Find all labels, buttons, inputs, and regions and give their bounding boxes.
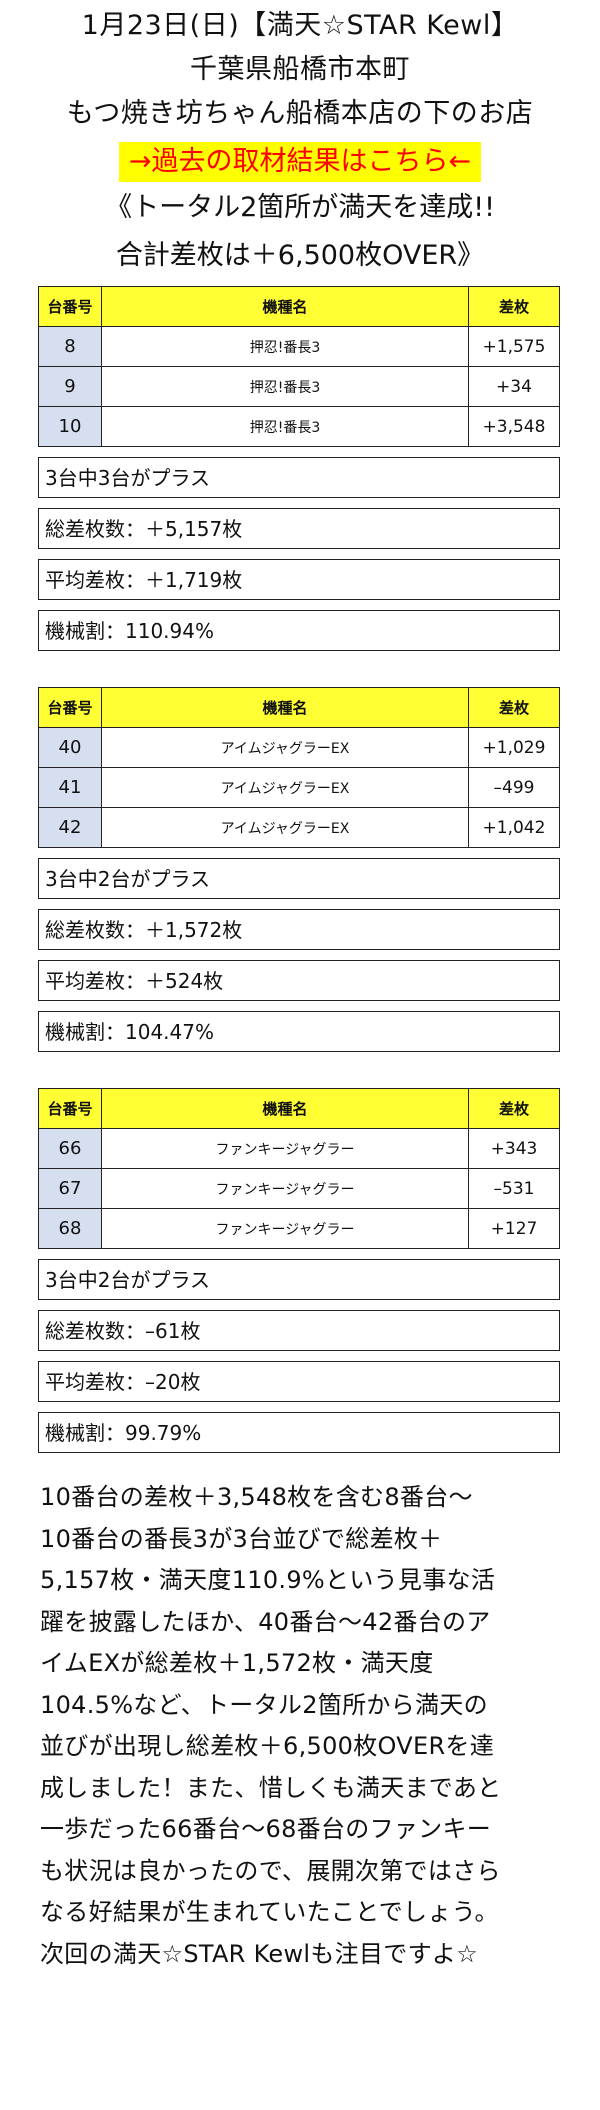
table-row: 40 アイムジャグラーEX +1,029	[38, 727, 560, 768]
plus-count: 3台中2台がプラス	[38, 858, 560, 899]
body-line: 5,157枚・満天度110.9%という見事な活	[40, 1566, 496, 1594]
average-difference: 平均差枚：＋524枚	[38, 960, 560, 1001]
result-table: 台番号 機種名 差枚 66 ファンキージャグラー +343 67 ファンキージャ…	[38, 1088, 560, 1249]
average-difference: 平均差枚：＋1,719枚	[38, 559, 560, 600]
column-header-diff: 差枚	[468, 1088, 560, 1129]
coin-difference: +343	[468, 1128, 560, 1169]
table-row: 10 押忍!番長3 +3,548	[38, 406, 560, 447]
machine-name: 押忍!番長3	[101, 326, 469, 367]
body-line: 躍を披露したほか、40番台〜42番台のア	[40, 1607, 491, 1636]
coin-difference: +1,029	[468, 727, 560, 768]
machine-number: 10	[38, 406, 102, 447]
article-body: 10番台の差枚＋3,548枚を含む8番台〜 10番台の番長3が3台並びで総差枚＋…	[40, 1477, 570, 1975]
past-results-link[interactable]: →過去の取材結果はこちら←	[118, 142, 482, 182]
coin-difference: –499	[468, 767, 560, 808]
body-line: なる好結果が生まれていたことでしょう。	[40, 1898, 499, 1926]
payout-rate: 機械割：99.79%	[38, 1412, 560, 1453]
total-difference: 総差枚数：–61枚	[38, 1310, 560, 1351]
body-line: 一歩だった66番台〜68番台のファンキー	[40, 1815, 492, 1843]
column-header-diff: 差枚	[468, 687, 560, 728]
coin-difference: +34	[468, 366, 560, 407]
machine-name: 押忍!番長3	[101, 406, 469, 447]
total-difference: 総差枚数：＋1,572枚	[38, 909, 560, 950]
table-header-row: 台番号 機種名 差枚	[38, 1088, 560, 1129]
column-header-num: 台番号	[38, 1088, 102, 1129]
payout-rate: 機械割：110.94%	[38, 610, 560, 651]
machine-name: アイムジャグラーEX	[101, 727, 469, 768]
column-header-name: 機種名	[101, 1088, 469, 1129]
result-group-3: 台番号 機種名 差枚 66 ファンキージャグラー +343 67 ファンキージャ…	[38, 1088, 560, 1453]
body-line: 成しました！また、惜しくも満天まであと	[40, 1773, 502, 1802]
body-line: 10番台の差枚＋3,548枚を含む8番台〜	[40, 1483, 473, 1511]
machine-number: 66	[38, 1128, 102, 1169]
location: 千葉県船橋市本町	[190, 54, 410, 85]
headline-line-2: 合計差枚は＋6,500枚OVER》	[115, 240, 485, 271]
result-table: 台番号 機種名 差枚 8 押忍!番長3 +1,575 9 押忍!番長3 +34 …	[38, 286, 560, 447]
table-row: 66 ファンキージャグラー +343	[38, 1128, 560, 1169]
table-row: 67 ファンキージャグラー –531	[38, 1168, 560, 1209]
machine-name: 押忍!番長3	[101, 366, 469, 407]
machine-name: ファンキージャグラー	[101, 1128, 469, 1169]
plus-count: 3台中2台がプラス	[38, 1259, 560, 1300]
machine-number: 9	[38, 366, 102, 407]
machine-name: ファンキージャグラー	[101, 1208, 469, 1249]
headline-line-1: 《トータル2箇所が満天を達成!!	[105, 192, 495, 223]
machine-number: 67	[38, 1168, 102, 1209]
result-group-1: 台番号 機種名 差枚 8 押忍!番長3 +1,575 9 押忍!番長3 +34 …	[38, 286, 560, 651]
summary-stats: 3台中2台がプラス 総差枚数：–61枚 平均差枚：–20枚 機械割：99.79%	[38, 1259, 560, 1453]
body-line: 104.5%など、トータル2箇所から満天の	[40, 1690, 488, 1719]
coin-difference: +3,548	[468, 406, 560, 447]
coin-difference: –531	[468, 1168, 560, 1209]
table-row: 41 アイムジャグラーEX –499	[38, 767, 560, 808]
machine-number: 8	[38, 326, 102, 367]
result-table: 台番号 機種名 差枚 40 アイムジャグラーEX +1,029 41 アイムジャ…	[38, 687, 560, 848]
machine-name: アイムジャグラーEX	[101, 807, 469, 848]
total-difference: 総差枚数：＋5,157枚	[38, 508, 560, 549]
summary-stats: 3台中2台がプラス 総差枚数：＋1,572枚 平均差枚：＋524枚 機械割：10…	[38, 858, 560, 1052]
date-store-title: 1月23日(日)【満天☆STAR Kewl】	[81, 10, 519, 41]
coin-difference: +127	[468, 1208, 560, 1249]
summary-stats: 3台中3台がプラス 総差枚数：＋5,157枚 平均差枚：＋1,719枚 機械割：…	[38, 457, 560, 651]
header: 1月23日(日)【満天☆STAR Kewl】 千葉県船橋市本町 もつ焼き坊ちゃん…	[0, 0, 600, 278]
machine-number: 42	[38, 807, 102, 848]
table-row: 42 アイムジャグラーEX +1,042	[38, 807, 560, 848]
table-row: 68 ファンキージャグラー +127	[38, 1208, 560, 1249]
column-header-num: 台番号	[38, 687, 102, 728]
machine-name: ファンキージャグラー	[101, 1168, 469, 1209]
machine-number: 68	[38, 1208, 102, 1249]
payout-rate: 機械割：104.47%	[38, 1011, 560, 1052]
body-line: イムEXが総差枚＋1,572枚・満天度	[40, 1649, 434, 1677]
coin-difference: +1,042	[468, 807, 560, 848]
column-header-num: 台番号	[38, 286, 102, 327]
body-line: 次回の満天☆STAR Kewlも注目ですよ☆	[40, 1939, 478, 1968]
location-detail: もつ焼き坊ちゃん船橋本店の下のお店	[66, 98, 534, 129]
column-header-diff: 差枚	[468, 286, 560, 327]
body-line: 並びが出現し総差枚＋6,500枚OVERを達	[40, 1732, 495, 1760]
average-difference: 平均差枚：–20枚	[38, 1361, 560, 1402]
column-header-name: 機種名	[101, 687, 469, 728]
table-header-row: 台番号 機種名 差枚	[38, 286, 560, 327]
body-line: も状況は良かったので、展開次第ではさら	[40, 1856, 501, 1885]
machine-number: 41	[38, 767, 102, 808]
coin-difference: +1,575	[468, 326, 560, 367]
machine-name: アイムジャグラーEX	[101, 767, 469, 808]
plus-count: 3台中3台がプラス	[38, 457, 560, 498]
table-row: 9 押忍!番長3 +34	[38, 366, 560, 407]
column-header-name: 機種名	[101, 286, 469, 327]
result-group-2: 台番号 機種名 差枚 40 アイムジャグラーEX +1,029 41 アイムジャ…	[38, 687, 560, 1052]
machine-number: 40	[38, 727, 102, 768]
table-row: 8 押忍!番長3 +1,575	[38, 326, 560, 367]
table-header-row: 台番号 機種名 差枚	[38, 687, 560, 728]
body-line: 10番台の番長3が3台並びで総差枚＋	[40, 1524, 443, 1553]
